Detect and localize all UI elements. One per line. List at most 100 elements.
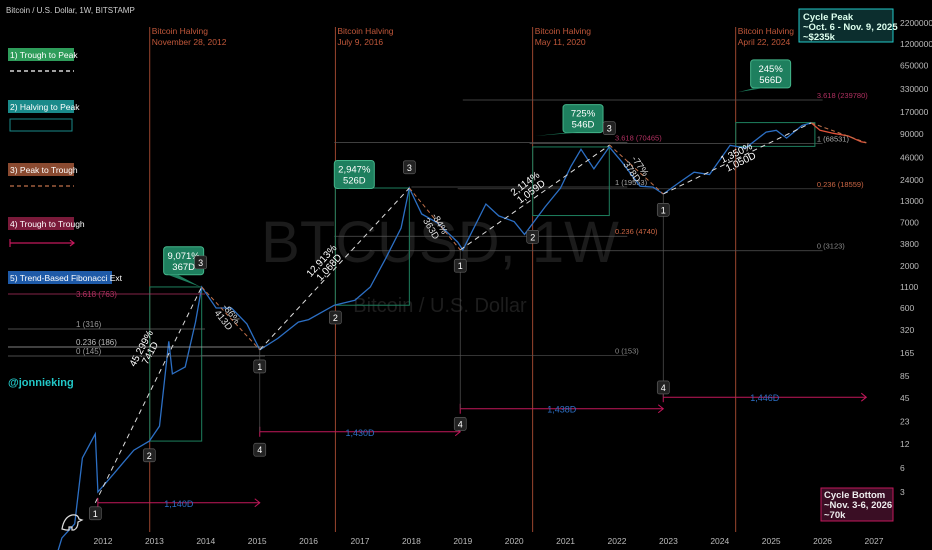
legend-swatch-halving-to-peak: [8, 100, 74, 113]
y-tick-label: 170000: [900, 107, 929, 117]
trough-to-peak-line: [259, 187, 410, 351]
y-tick-label: 45: [900, 393, 910, 403]
trough-to-peak-line: [459, 144, 610, 251]
cycle-point-label: 1: [93, 509, 98, 519]
price-line: [57, 122, 812, 550]
legend-label-trough-to-trough: 4) Trough to Trough: [10, 219, 85, 229]
fib-layer: 3.618 (70465) 1 (19553) 0.236 (4740) 0 (153…: [200, 91, 868, 356]
cycle-point-label: 3: [607, 124, 612, 134]
legend-swatch-trough-to-peak: [8, 48, 74, 61]
cycle-peak-box: Cycle Peak ~Oct. 6 - Nov. 9, 2025 ~$235k: [798, 8, 898, 43]
cycle-callout-box: [750, 59, 792, 89]
y-tick-label: 165: [900, 348, 914, 358]
y-tick-label: 46000: [900, 152, 924, 162]
x-tick-label: 2021: [556, 536, 575, 546]
y-tick-label: 23: [900, 416, 910, 426]
y-tick-label: 1100: [900, 282, 919, 292]
x-tick-label: 2023: [659, 536, 678, 546]
y-tick-label: 12: [900, 439, 910, 449]
legend-swatch-fib-ext: [8, 271, 112, 284]
x-tick-label: 2013: [145, 536, 164, 546]
x-tick-label: 2018: [402, 536, 421, 546]
cycle-callout-days: 367D: [172, 262, 195, 273]
y-tick-label: 320: [900, 325, 914, 335]
legend-swatch-trough-to-trough: [8, 217, 74, 230]
axis-layer: 3612234585165320600110020003800700013000…: [94, 18, 932, 546]
cycle-point-label: 3: [407, 163, 412, 173]
cycle-bottom-box: Cycle Bottom ~Nov. 3-6, 2026 ~70k: [820, 487, 894, 522]
fib-level-label: 3.618 (239780): [817, 91, 868, 100]
dino-logo-icon: [61, 514, 84, 531]
x-tick-label: 2027: [865, 536, 884, 546]
fib-left-label: 0 (145): [76, 347, 102, 356]
halving-to-peak-box: [532, 146, 610, 217]
trough-span-arrow: [657, 404, 665, 414]
cycle-callout-pointer: [167, 274, 201, 287]
fib-level-label: 1 (19553): [615, 178, 648, 187]
cycle-point-marker: [194, 255, 207, 270]
legend-arrow-head: [69, 239, 75, 247]
cycle-callout-pct: 725%: [571, 109, 596, 120]
cycle-point-marker: [656, 380, 670, 395]
cycle-peak-title: Cycle Peak: [803, 12, 854, 23]
y-tick-label: 3800: [900, 239, 919, 249]
cycle-point-label: 4: [257, 445, 262, 455]
cycle-callout-days: 526D: [343, 175, 366, 186]
cycle-point-label: 2: [147, 451, 152, 461]
cycle-callout-pct: 9,071%: [168, 251, 201, 262]
legend-label-fib-ext: 5) Trend-Based Fibonacci Ext: [10, 273, 123, 283]
cycle-callout-days: 566D: [759, 75, 782, 86]
cycle-point-label: 1: [661, 205, 666, 215]
y-tick-label: 330000: [900, 84, 929, 94]
fib-left-label: 1 (316): [76, 320, 102, 329]
legend: 1) Trough to Peak 2) Halving to Peak 3) …: [8, 48, 123, 284]
fib-left-label: 3.618 (763): [76, 290, 117, 299]
cycle-callout-pointer: [338, 178, 371, 189]
legend-label-halving-to-peak: 2) Halving to Peak: [10, 102, 80, 112]
x-tick-label: 2024: [710, 536, 729, 546]
x-tick-label: 2025: [762, 536, 781, 546]
peak-to-trough-line: [408, 187, 461, 251]
peak-to-trough-line: [811, 122, 867, 144]
halving-to-peak-box: [149, 286, 203, 442]
symbol-header: Bitcoin / U.S. Dollar, 1W, BITSTAMP: [6, 6, 135, 15]
cycle-point-marker: [329, 310, 342, 325]
cycle-callout-pointer: [534, 132, 578, 136]
cycle-point-marker: [602, 121, 616, 135]
x-tick-label: 2015: [248, 536, 267, 546]
cycle-point-marker: [142, 448, 156, 463]
cycle-peak-frame: [798, 8, 894, 43]
x-tick-label: 2020: [505, 536, 524, 546]
trough-to-peak-line: [94, 286, 203, 503]
author-handle: @jonnieking: [8, 377, 74, 389]
x-tick-label: 2022: [608, 536, 627, 546]
cycle-point-marker: [253, 359, 267, 374]
cycle-callout-pct: 245%: [758, 64, 783, 75]
cycle-point-marker: [453, 258, 467, 273]
halving-title: Bitcoin Halving: [337, 26, 393, 36]
trough-to-peak-line: [663, 122, 812, 195]
y-tick-label: 6: [900, 463, 905, 473]
cycle-callout-pointer: [737, 87, 765, 93]
y-tick-label: 600: [900, 303, 914, 313]
fib-level-label: 3.618 (70465): [615, 133, 662, 142]
halving-title: Bitcoin Halving: [738, 26, 794, 36]
y-tick-label: 85: [900, 371, 910, 381]
legend-label-peak-to-trough: 3) Peak to Trough: [10, 165, 78, 175]
cycle-peak-dates: ~Oct. 6 - Nov. 9, 2025: [803, 22, 898, 33]
cycle-point-marker: [453, 417, 467, 431]
legend-sample-box-teal: [9, 118, 73, 132]
projection-line: [810, 122, 867, 144]
y-tick-label: 1200000: [900, 39, 932, 49]
fib-left-label: 0.236 (186): [76, 338, 117, 347]
fib-left: 3.618 (763) 1 (316) 0.236 (186) 0 (145): [8, 290, 265, 357]
peak-to-trough-line: [608, 144, 664, 195]
fib-level-label: 0.236 (4740): [615, 227, 658, 236]
x-tick-label: 2012: [94, 536, 113, 546]
cycle-callout-days: 546D: [572, 120, 595, 131]
price-layer: [57, 122, 867, 550]
trough-span-days: 1,446D: [750, 393, 780, 403]
y-tick-label: 2000: [900, 261, 919, 271]
